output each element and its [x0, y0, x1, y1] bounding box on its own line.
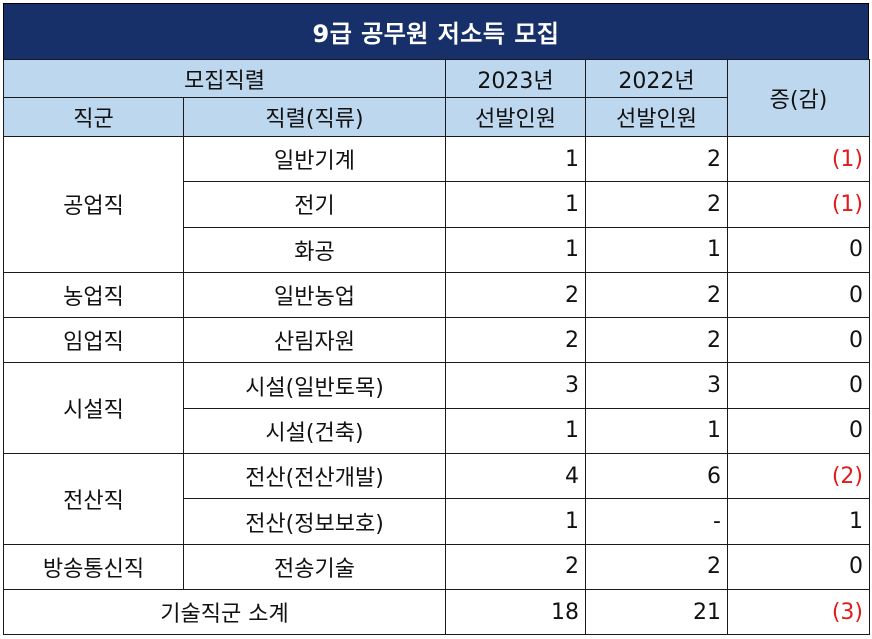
jikryeol-cell: 일반기계: [183, 135, 446, 183]
table-row: 전산(정보보호) 1-1: [4, 498, 870, 545]
header-jikgun: 직군: [3, 97, 184, 137]
y2023-cell: 1: [445, 226, 586, 273]
table-row: 임업직 산림자원 2 2 0: [3, 317, 870, 364]
y2022-cell: 2: [585, 181, 728, 228]
jikryeol-cell: 화공: [183, 226, 446, 273]
jikgun-cell: 임업직: [3, 317, 184, 364]
jikgun-cell: 방송통신직: [3, 543, 184, 590]
total-2022: 21: [585, 588, 728, 636]
y2022-cell: 6: [585, 453, 728, 500]
change-cell: 0: [727, 407, 870, 455]
y2022-cell: -: [585, 498, 728, 545]
change-cell: 0: [727, 543, 870, 590]
y2023-cell: 2: [445, 271, 586, 319]
jikryeol-cell: 전산(전산개발): [183, 453, 446, 500]
y2023-cell: 1: [445, 135, 586, 183]
jikryeol-cell: 일반농업: [183, 271, 446, 319]
jikgun-cell: 농업직: [3, 271, 184, 319]
total-change: (3): [727, 588, 870, 636]
header-row-2: 직군 직렬(직류) 선발인원 선발인원: [3, 97, 870, 137]
y2023-cell: 1: [445, 181, 586, 228]
jikryeol-cell: 산림자원: [183, 317, 446, 364]
y2022-cell: 2: [585, 135, 728, 183]
jikgun-cell: 공업직: [3, 136, 184, 273]
jikryeol-cell: 전산(정보보호): [183, 498, 446, 545]
table-row: 시설(건축) 1 1 0: [4, 407, 870, 455]
jikryeol-cell: 전기: [183, 181, 446, 228]
change-cell: 0: [727, 362, 870, 409]
table-row: 방송통신직 전송기술 2 2 0: [3, 543, 870, 590]
y2023-cell: 2: [445, 317, 586, 364]
y2023-cell: 1: [445, 498, 586, 545]
header-year-2022: 2022년: [585, 59, 728, 98]
recruitment-table-container: 9급 공무원 저소득 모집 모집직렬 2023년 2022년 증(감) 직군 직…: [3, 3, 870, 636]
change-cell: 0: [727, 271, 870, 319]
jikryeol-cell: 전송기술: [183, 543, 446, 590]
jikryeol-cell: 시설(건축): [183, 407, 446, 455]
y2022-cell: 2: [585, 271, 728, 319]
total-2023: 18: [445, 588, 586, 636]
header-sub-2023: 선발인원: [445, 97, 586, 137]
change-cell: 0: [727, 317, 870, 364]
total-label: 기술직군 소계: [3, 588, 446, 636]
header-year-2023: 2023년: [445, 59, 586, 98]
jikgun-cell: 시설직: [3, 362, 184, 455]
change-cell: 1: [727, 498, 870, 545]
y2022-cell: 3: [585, 362, 728, 409]
y2023-cell: 4: [445, 453, 586, 500]
header-row-1: 모집직렬 2023년 2022년 증(감): [3, 59, 870, 137]
y2023-cell: 2: [445, 543, 586, 590]
table-row: 공업직 일반기계 1 2 (1): [3, 135, 870, 273]
change-cell: (2): [727, 453, 870, 500]
y2022-cell: 1: [585, 407, 728, 455]
y2022-cell: 2: [585, 317, 728, 364]
y2022-cell: 2: [585, 543, 728, 590]
change-cell: 0: [727, 226, 870, 273]
header-group-label: 모집직렬: [3, 59, 446, 98]
total-row: 기술직군 소계 18 21 (3): [3, 588, 870, 636]
table-row: 전기 1 2 (1): [4, 181, 870, 228]
y2023-cell: 1: [445, 407, 586, 455]
change-cell: (1): [727, 135, 870, 183]
header-sub-2022: 선발인원: [585, 97, 728, 137]
y2023-cell: 3: [445, 362, 586, 409]
table-row: 농업직 일반농업 2 2 0: [3, 271, 870, 319]
table-row: 전산직 전산(전산개발) 4 6 (2): [3, 453, 870, 545]
recruitment-table: 모집직렬 2023년 2022년 증(감) 직군 직렬(직류) 선발인원 선발인…: [3, 59, 870, 636]
table-row: 화공 1 1 0: [4, 226, 870, 273]
table-title: 9급 공무원 저소득 모집: [3, 3, 869, 59]
jikgun-cell: 전산직: [3, 453, 184, 545]
header-change: 증(감): [727, 59, 870, 137]
y2022-cell: 1: [585, 226, 728, 273]
jikryeol-cell: 시설(일반토목): [183, 362, 446, 409]
change-cell: (1): [727, 181, 870, 228]
header-jikryeol: 직렬(직류): [183, 97, 446, 137]
table-row: 시설직 시설(일반토목) 3 3 0: [3, 362, 870, 455]
